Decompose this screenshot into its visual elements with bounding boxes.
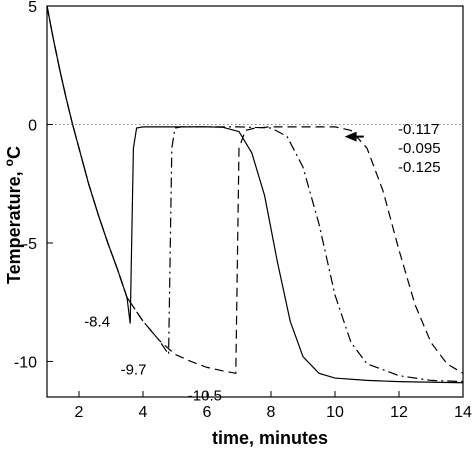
y-tick-label: -5 (23, 236, 37, 253)
y-tick-label: 5 (28, 0, 37, 16)
annotations: -8.4 -9.7 -10.5 -0.117 -0.095 -0.125 (84, 121, 440, 404)
series-line-dashed (46, 5, 464, 375)
x-tick-label: 4 (139, 404, 148, 421)
x-tick-label: 12 (390, 404, 408, 421)
y-axis-title-degree: o (2, 159, 16, 166)
legend-value-label: -0.095 (398, 140, 441, 157)
x-tick-label: 8 (267, 404, 276, 421)
y-axis-title-main: Temperature, (4, 166, 24, 284)
axis-ticks: 2 4 6 8 10 12 14 5 0 -5 -10 (14, 0, 472, 421)
series-lines (46, 5, 464, 384)
y-tick-label: 0 (28, 117, 37, 134)
y-tick-label: -10 (14, 354, 37, 371)
x-axis-title: time, minutes (212, 428, 328, 448)
min-temp-label: -8.4 (84, 314, 110, 331)
plot-border (46, 5, 464, 398)
series-line-solid (46, 5, 464, 384)
x-tick-label: 10 (326, 404, 344, 421)
x-tick-label: 14 (454, 404, 472, 421)
plot-frame (46, 5, 464, 398)
min-temp-label: -10.5 (188, 387, 222, 404)
x-tick-label: 2 (75, 404, 84, 421)
min-temp-label: -9.7 (121, 361, 147, 378)
legend-value-label: -0.125 (398, 159, 441, 176)
arrow-icon (344, 131, 357, 142)
x-tick-label: 6 (203, 404, 212, 421)
y-axis-title: Temperature, oC (2, 146, 24, 284)
y-axis-title-unit: C (4, 146, 24, 159)
legend-value-label: -0.117 (398, 121, 439, 138)
